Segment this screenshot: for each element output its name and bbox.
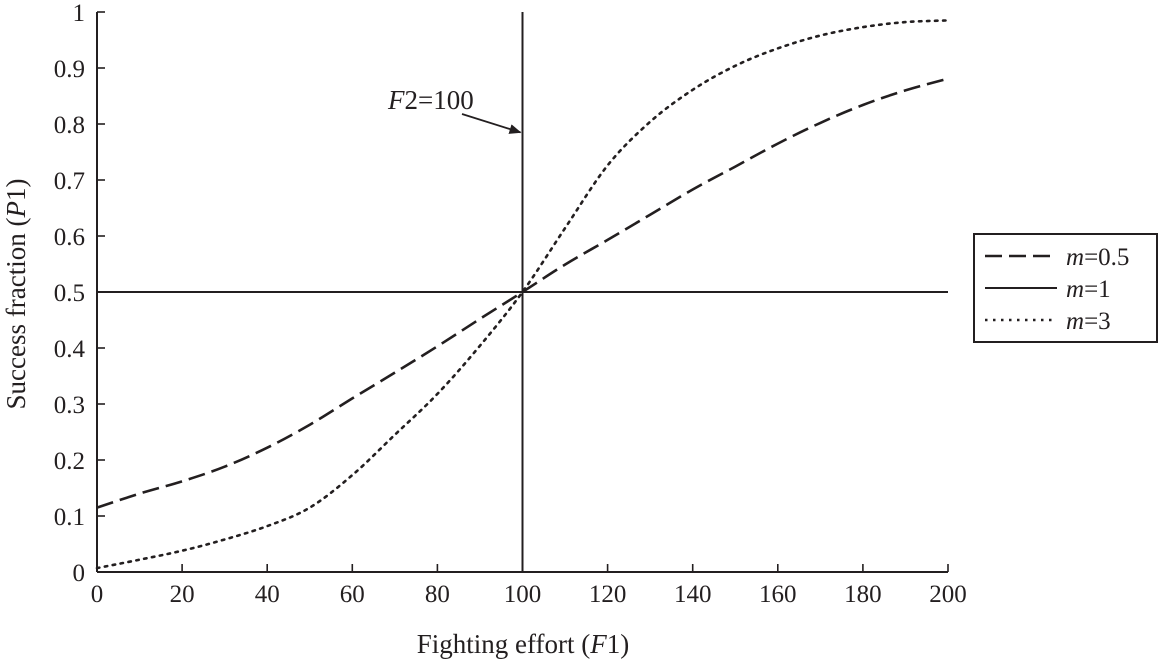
x-tick-label: 40: [255, 581, 280, 608]
x-axis-title: Fighting effort (F1): [417, 629, 629, 659]
series-lines: [95, 19, 950, 570]
x-tick-label: 140: [674, 581, 712, 608]
reference-lines: [97, 12, 948, 572]
y-tick-label: 0.6: [54, 224, 85, 251]
y-tick-label: 0.9: [54, 56, 85, 83]
x-axis-title-var: F: [589, 629, 607, 659]
annotation-label: F2=100: [387, 85, 474, 115]
x-tick-labels: 0 20 40 60 80 100 120 140 160 180 200: [91, 581, 967, 608]
x-tick-label: 60: [340, 581, 365, 608]
y-tick-label: 0.7: [54, 168, 85, 195]
legend-label-m1-rest: =1: [1084, 276, 1111, 303]
annotation-rest: 2=100: [405, 85, 474, 115]
legend-label-m3-var: m: [1066, 308, 1084, 335]
y-tick-label: 0.3: [54, 392, 85, 419]
y-tick-label: 0.2: [54, 448, 85, 475]
legend-box: [973, 233, 1158, 343]
x-tick-label: 120: [589, 581, 627, 608]
y-tick-label: 0.5: [54, 280, 85, 307]
annotation-arrow: [461, 113, 522, 134]
x-tick-label: 200: [929, 581, 967, 608]
legend: m=0.5 m=1 m=3: [973, 233, 1158, 343]
annotation-var: F: [387, 85, 405, 115]
y-axis-title-suffix: 1): [1, 179, 31, 202]
legend-label-m05: m=0.5: [1066, 244, 1129, 271]
x-tick-label: 0: [91, 581, 104, 608]
legend-label-m3-rest: =3: [1084, 308, 1111, 335]
legend-label-m1: m=1: [1066, 276, 1111, 303]
y-axis-title: Success fraction (P1): [1, 179, 31, 410]
y-axis-title-prefix: Success fraction (: [1, 218, 31, 410]
x-tick-label: 180: [844, 581, 882, 608]
y-tick-label: 0.1: [54, 504, 85, 531]
y-tick-label: 0: [73, 560, 86, 587]
legend-label-m3: m=3: [1066, 308, 1111, 335]
x-tick-label: 20: [170, 581, 195, 608]
annotation-f2: F2=100: [387, 85, 522, 134]
legend-label-m1-var: m: [1066, 276, 1084, 303]
x-tick-label: 100: [504, 581, 542, 608]
x-tick-label: 160: [759, 581, 797, 608]
legend-label-m05-rest: =0.5: [1084, 244, 1129, 271]
series-line-m3: [95, 19, 950, 570]
x-tick-label: 80: [425, 581, 450, 608]
y-axis-title-var: P: [1, 201, 31, 219]
series-line-m05: [96, 77, 949, 509]
x-axis-title-suffix: 1): [607, 629, 630, 659]
legend-label-m05-var: m: [1066, 244, 1084, 271]
y-tick-label: 0.4: [54, 336, 86, 363]
x-axis-title-prefix: Fighting effort (: [417, 629, 590, 659]
y-tick-labels: 0 0.1 0.2 0.3 0.4 0.5 0.6 0.7 0.8 0.9 1: [54, 0, 86, 587]
y-tick-label: 1: [73, 0, 86, 27]
y-tick-label: 0.8: [54, 112, 85, 139]
